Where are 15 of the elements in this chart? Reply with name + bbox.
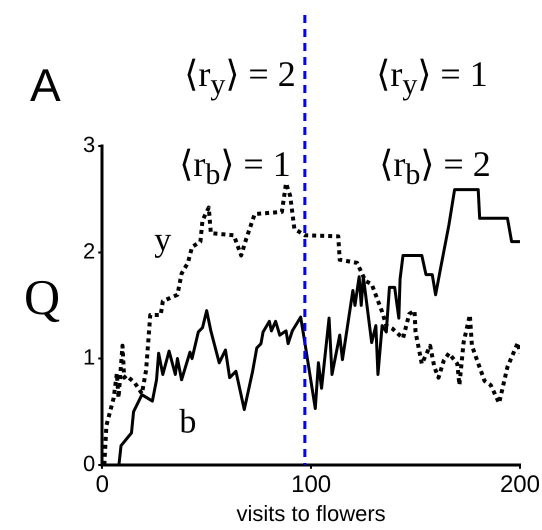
series-label: b <box>179 403 196 440</box>
x-tick-label: 200 <box>500 470 540 498</box>
chart-title: A <box>30 58 61 112</box>
text: ⟨r$_{y}$⟩ = 1 <box>376 53 488 102</box>
x-axis-title: visits to flowers <box>236 500 386 526</box>
y-tick-label: 2 <box>82 238 96 264</box>
y-tick-label: 3 <box>82 132 96 158</box>
text: ⟨r$_{y}$⟩ = 2 <box>184 53 296 102</box>
annotation: ⟨r$_{b}$⟩ = 2 <box>379 143 491 192</box>
y-axis-title: Q <box>24 268 60 326</box>
y-tick-label: 1 <box>82 344 96 370</box>
annotation: ⟨r$_{b}$⟩ = 1 <box>179 143 291 192</box>
x-tick-label: 100 <box>291 470 332 498</box>
series-label: y <box>154 222 172 259</box>
y-tick-label: 0 <box>82 450 96 476</box>
